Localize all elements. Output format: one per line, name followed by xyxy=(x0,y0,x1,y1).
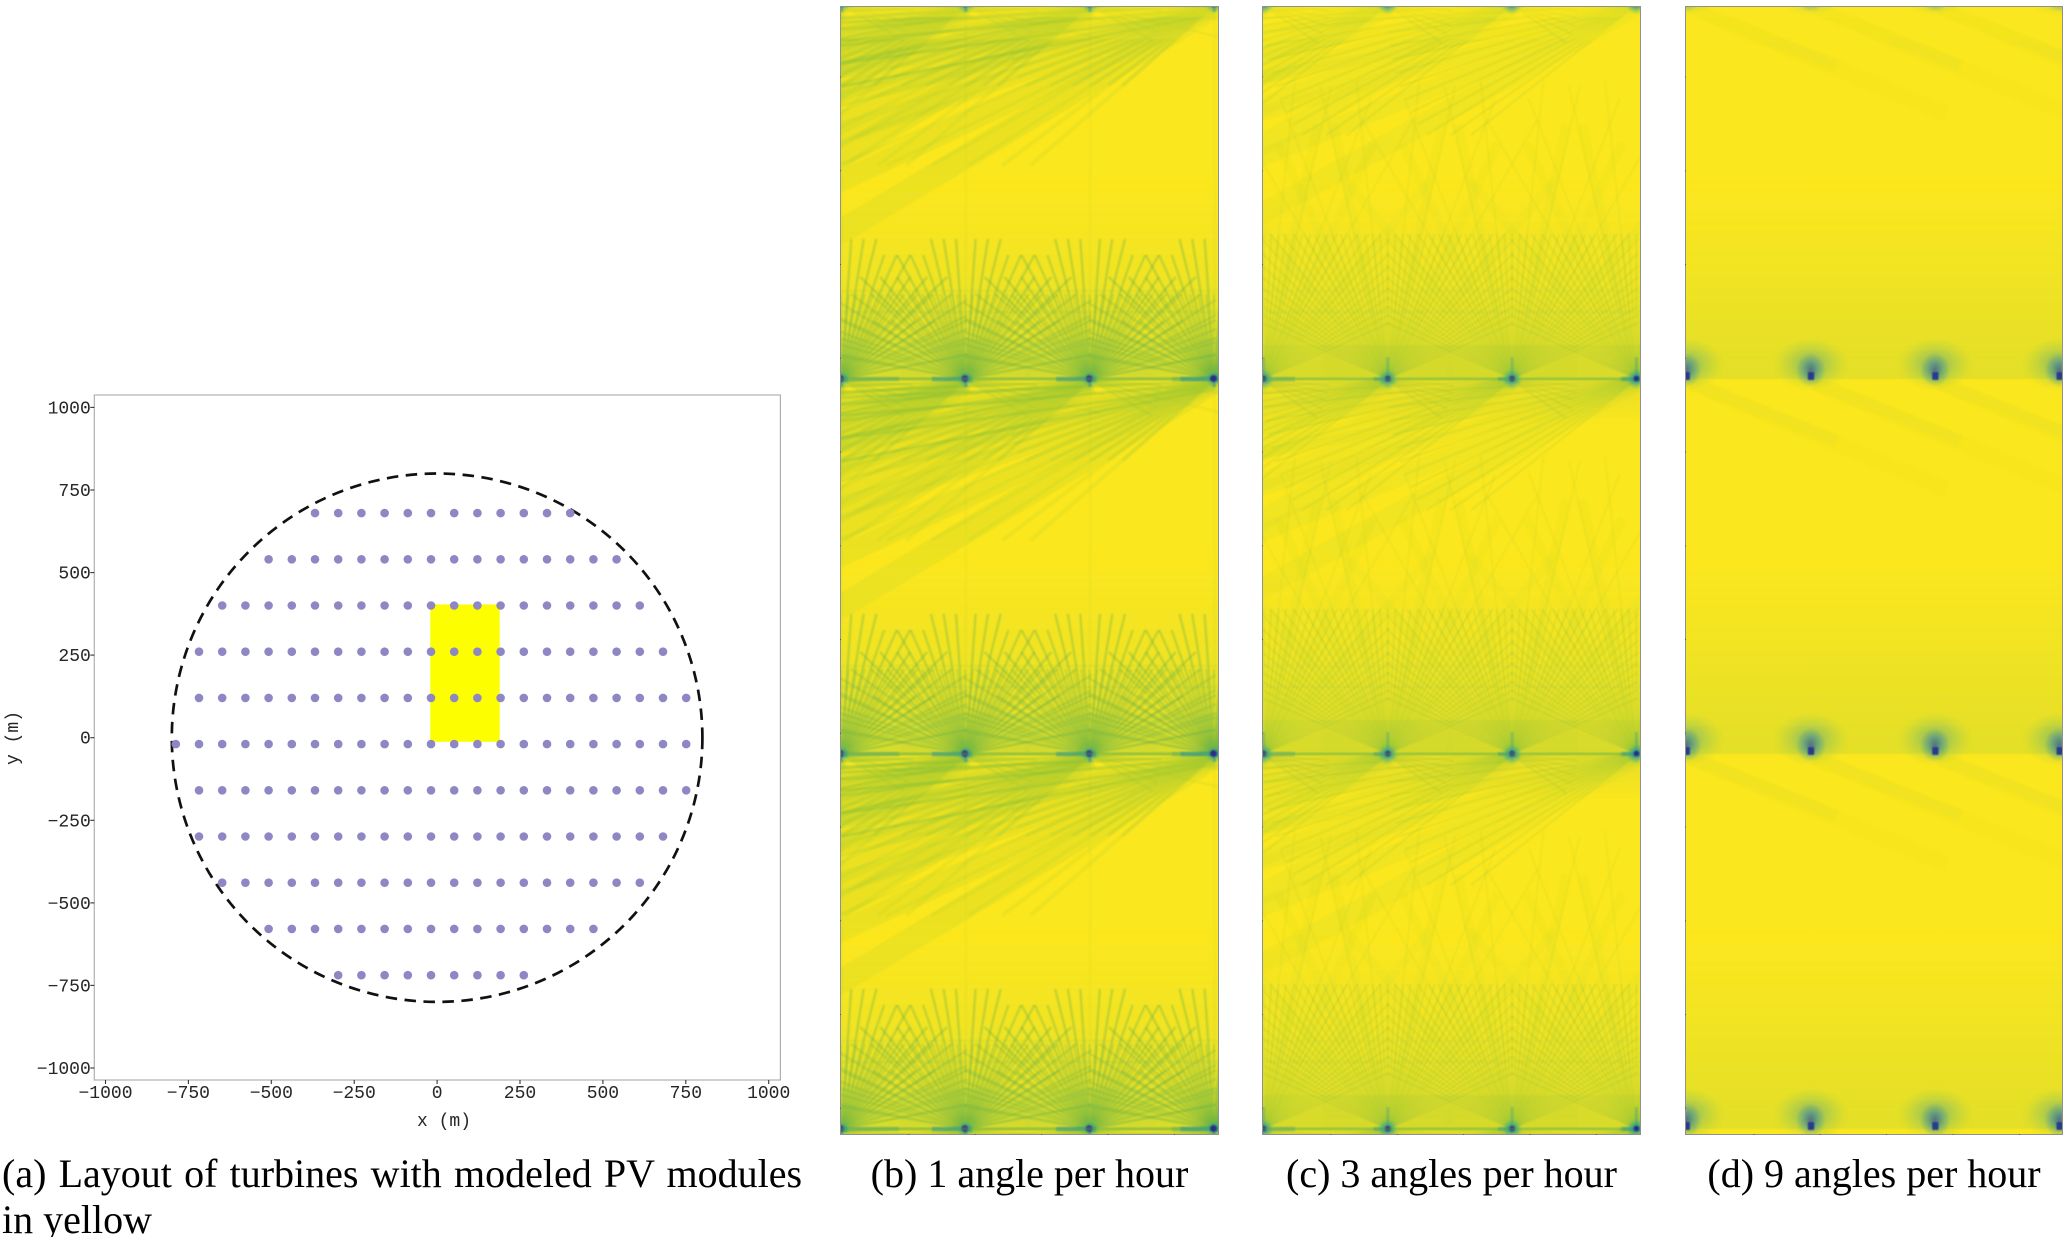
svg-text:500: 500 xyxy=(587,1084,619,1104)
svg-text:1000: 1000 xyxy=(747,1084,790,1104)
svg-text:750: 750 xyxy=(58,482,90,502)
svg-text:0: 0 xyxy=(432,1084,443,1104)
svg-text:y (m): y (m) xyxy=(4,711,24,765)
svg-text:−1000: −1000 xyxy=(37,1060,91,1080)
svg-text:−500: −500 xyxy=(48,895,91,915)
svg-text:250: 250 xyxy=(504,1084,536,1104)
svg-text:1000: 1000 xyxy=(48,399,91,419)
svg-text:−500: −500 xyxy=(250,1084,293,1104)
svg-text:−750: −750 xyxy=(167,1084,210,1104)
svg-text:−750: −750 xyxy=(48,977,91,997)
svg-text:−1000: −1000 xyxy=(78,1084,132,1104)
svg-text:−250: −250 xyxy=(48,812,91,832)
svg-text:250: 250 xyxy=(58,647,90,667)
svg-text:−250: −250 xyxy=(333,1084,376,1104)
svg-text:750: 750 xyxy=(670,1084,702,1104)
svg-text:500: 500 xyxy=(58,565,90,585)
svg-text:x (m): x (m) xyxy=(417,1112,471,1132)
svg-text:0: 0 xyxy=(80,730,91,750)
